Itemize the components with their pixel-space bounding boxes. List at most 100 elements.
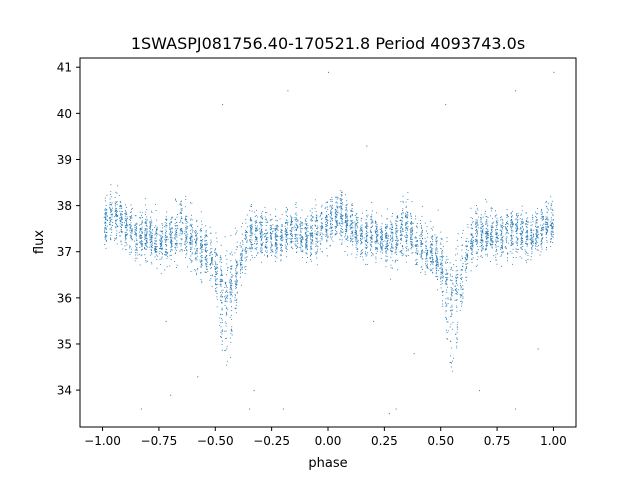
data-point [295, 233, 297, 235]
data-point [242, 272, 243, 274]
data-point [302, 236, 303, 238]
data-point [121, 224, 123, 226]
data-point [361, 217, 363, 219]
data-point [136, 247, 138, 249]
data-point [270, 252, 272, 254]
data-point [181, 248, 183, 250]
data-point [164, 234, 166, 236]
data-point [287, 243, 289, 244]
data-point [231, 301, 232, 303]
data-point [321, 213, 323, 215]
data-point [491, 229, 493, 231]
data-point [231, 273, 233, 275]
data-point [332, 230, 334, 231]
data-point [216, 296, 218, 298]
data-point [140, 238, 142, 240]
data-point [426, 226, 428, 228]
data-point [546, 206, 548, 208]
data-point [157, 233, 159, 235]
data-point [270, 227, 272, 229]
data-point [340, 198, 342, 200]
data-point [139, 241, 140, 243]
data-point [215, 263, 216, 265]
data-point [136, 240, 138, 241]
data-point [206, 266, 208, 267]
data-point [521, 236, 522, 238]
data-point [106, 212, 108, 214]
data-point [190, 235, 192, 237]
data-point [185, 218, 187, 220]
data-point [485, 236, 487, 238]
data-point [315, 245, 317, 247]
data-point [500, 248, 502, 250]
data-point [471, 245, 473, 247]
data-point [231, 280, 232, 281]
data-point [159, 253, 161, 255]
data-point [492, 217, 494, 219]
data-point [420, 243, 422, 245]
data-point [235, 270, 237, 272]
data-point [165, 251, 166, 253]
data-point [185, 232, 187, 233]
data-point [245, 234, 246, 236]
data-point [119, 220, 121, 222]
data-point [184, 244, 186, 246]
data-point [421, 258, 423, 260]
data-point [206, 236, 208, 238]
data-point [364, 252, 366, 254]
data-point [166, 222, 168, 224]
data-point [236, 230, 238, 232]
data-point [201, 265, 203, 267]
data-point [325, 221, 327, 223]
data-point [171, 243, 173, 245]
data-point [135, 238, 137, 240]
data-point [150, 232, 152, 234]
data-point [382, 230, 384, 232]
data-point [436, 289, 438, 291]
data-point [124, 213, 126, 214]
data-point [510, 244, 512, 246]
data-point [106, 231, 108, 233]
data-point [455, 305, 457, 307]
data-point [116, 226, 118, 228]
data-point [249, 248, 251, 250]
data-point [321, 223, 323, 225]
data-point [536, 219, 538, 221]
data-point [154, 247, 156, 249]
data-point [480, 219, 482, 221]
data-point [196, 259, 198, 261]
data-point [212, 259, 213, 261]
data-point [422, 243, 424, 244]
data-point [301, 237, 303, 239]
data-point [346, 203, 348, 205]
data-point [330, 211, 331, 213]
data-point [156, 228, 158, 230]
data-point [221, 262, 223, 263]
data-point [385, 246, 387, 248]
data-point [487, 241, 489, 243]
data-point [521, 238, 523, 240]
data-point [435, 260, 437, 262]
data-point [176, 250, 178, 252]
data-point [520, 230, 522, 232]
data-point [300, 240, 302, 242]
data-point [545, 218, 547, 220]
data-point [229, 279, 231, 281]
data-point [495, 241, 497, 243]
data-point [370, 244, 372, 246]
data-point [352, 231, 354, 233]
data-point [280, 248, 282, 250]
data-point [125, 223, 127, 225]
data-point [201, 230, 202, 232]
data-point [230, 314, 232, 316]
data-point [180, 228, 182, 230]
data-point [536, 226, 538, 228]
data-point [462, 292, 464, 294]
data-point [170, 246, 172, 248]
data-point [124, 204, 126, 206]
data-point [301, 209, 303, 211]
data-point [300, 244, 302, 246]
data-point [511, 242, 513, 244]
data-point [300, 235, 302, 236]
data-point [275, 252, 277, 254]
